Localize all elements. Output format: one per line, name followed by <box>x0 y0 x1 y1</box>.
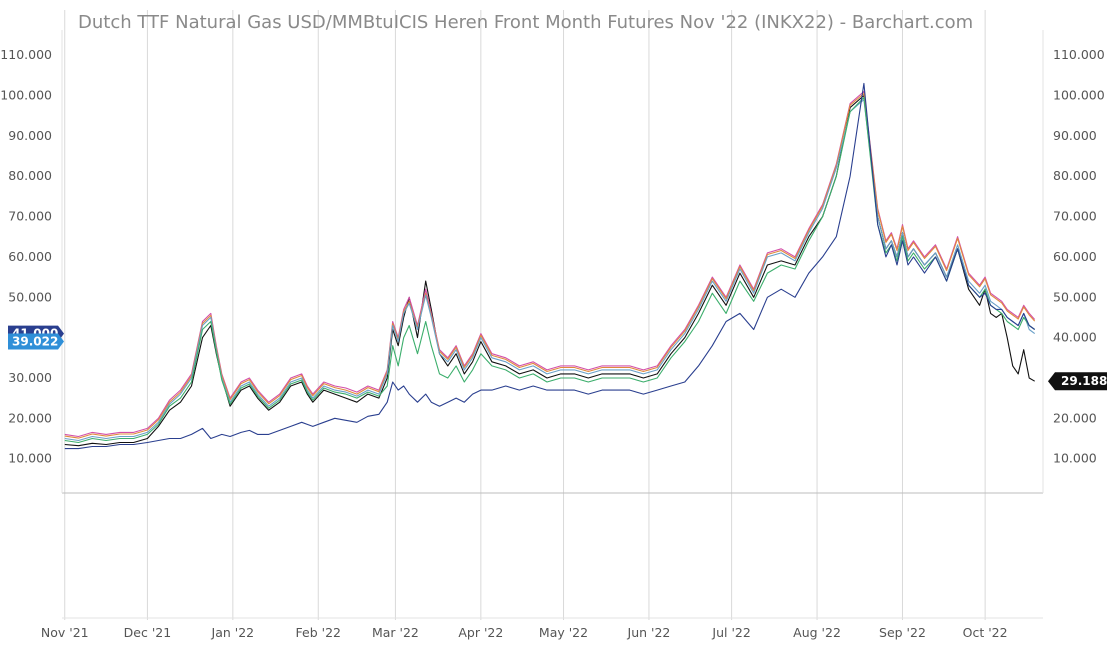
y-tick-label-left-10: 110.000 <box>0 47 52 62</box>
x-tick-label-8: Jul '22 <box>711 625 750 640</box>
series-line-0 <box>64 94 1035 447</box>
vertical-grid <box>64 10 986 620</box>
series-line-3 <box>64 99 1036 442</box>
y-tick-label-left-2: 30.000 <box>8 370 52 385</box>
y-tick-label-right-0: 10.000 <box>1053 451 1097 466</box>
series-line-2 <box>64 92 1036 439</box>
y-axis-left: 10.00020.00030.00040.00050.00060.00070.0… <box>0 47 52 465</box>
y-axis-right: 10.00020.00030.00040.00050.00060.00070.0… <box>1053 47 1105 465</box>
series-line-5 <box>64 82 1036 450</box>
y-tick-label-left-6: 70.000 <box>8 209 52 224</box>
last-value-badge-shape-1 <box>8 333 64 350</box>
x-tick-label-2: Jan '22 <box>211 625 255 640</box>
x-tick-label-7: Jun '22 <box>627 625 671 640</box>
y-tick-label-right-3: 40.000 <box>1053 330 1097 345</box>
chart-title: Dutch TTF Natural Gas USD/MMBtuICIS Here… <box>78 12 973 33</box>
last-value-badge-shape-2 <box>1048 372 1107 391</box>
x-tick-label-5: Apr '22 <box>458 625 503 640</box>
last-value-badge-1: 39.022 <box>12 335 58 349</box>
y-tick-label-right-4: 50.000 <box>1053 289 1097 304</box>
y-tick-label-right-9: 100.000 <box>1053 88 1105 103</box>
x-tick-label-0: Nov '21 <box>41 625 89 640</box>
x-tick-label-9: Aug '22 <box>793 625 841 640</box>
y-tick-label-right-5: 60.000 <box>1053 249 1097 264</box>
series-line-4 <box>64 96 1036 444</box>
x-tick-label-6: May '22 <box>539 625 588 640</box>
x-tick-label-4: Mar '22 <box>372 625 419 640</box>
y-tick-label-right-8: 90.000 <box>1053 128 1097 143</box>
series-line-1 <box>64 90 1036 438</box>
x-axis: Nov '21 Dec '21 Jan '22 Feb '22 Mar '22 Apr '… <box>41 625 1008 640</box>
y-tick-label-left-1: 20.000 <box>8 410 52 425</box>
x-tick-label-10: Sep '22 <box>879 625 926 640</box>
y-tick-label-right-10: 110.000 <box>1053 47 1105 62</box>
x-tick-label-1: Dec '21 <box>124 625 172 640</box>
series-lines <box>64 82 1036 450</box>
x-tick-label-3: Feb '22 <box>296 625 341 640</box>
y-tick-label-left-4: 50.000 <box>8 289 52 304</box>
last-value-badge-2: 29.188 <box>1061 374 1107 388</box>
y-tick-label-left-0: 10.000 <box>8 451 52 466</box>
y-tick-label-left-9: 100.000 <box>0 88 52 103</box>
x-tick-label-11: Oct '22 <box>963 625 1008 640</box>
y-tick-label-right-7: 80.000 <box>1053 168 1097 183</box>
y-tick-label-left-7: 80.000 <box>8 168 52 183</box>
y-tick-label-left-5: 60.000 <box>8 249 52 264</box>
y-tick-label-right-1: 20.000 <box>1053 410 1097 425</box>
y-tick-label-left-8: 90.000 <box>8 128 52 143</box>
y-tick-label-right-6: 70.000 <box>1053 209 1097 224</box>
